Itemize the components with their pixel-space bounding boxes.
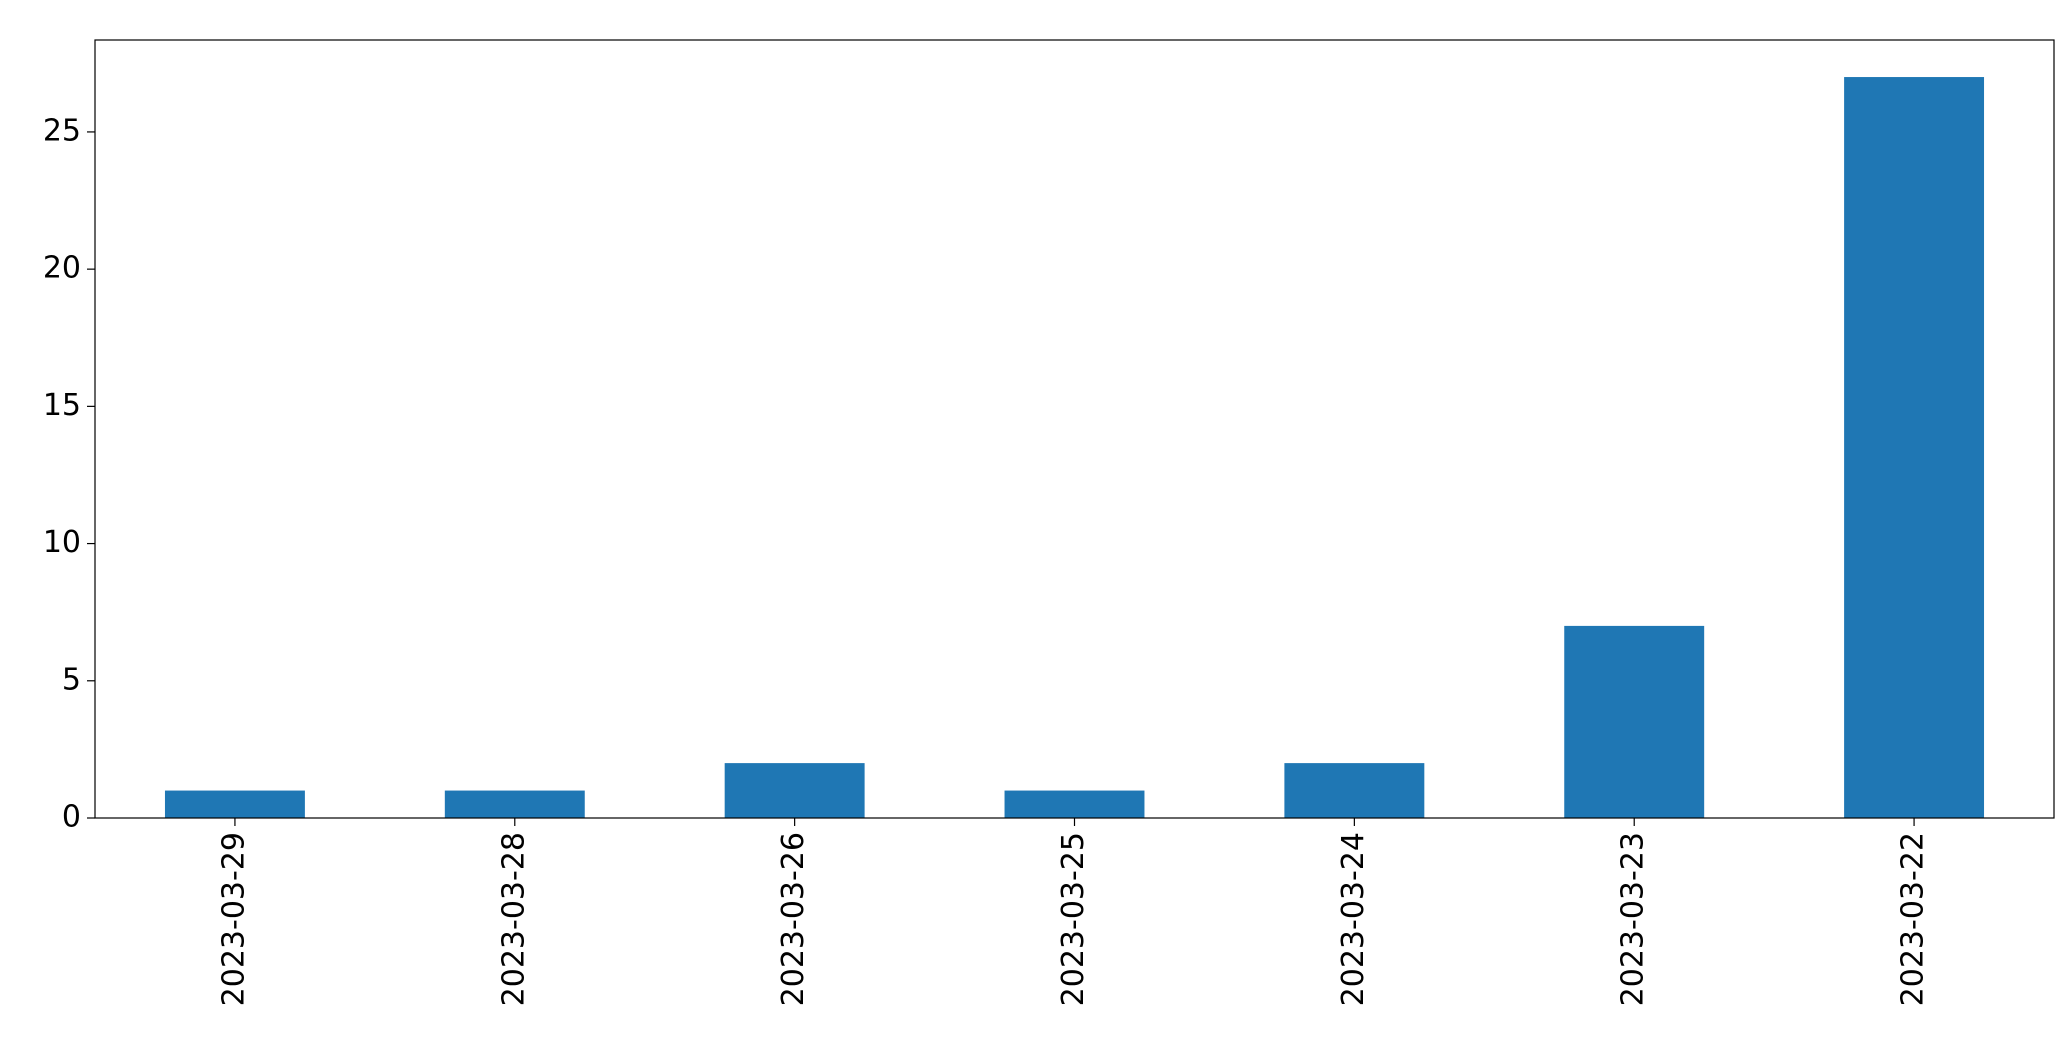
x-tick-label: 2023-03-25 [1056, 832, 1091, 1006]
bar [724, 763, 865, 818]
plot-frame [94, 39, 2055, 819]
bar [444, 790, 585, 818]
y-tick-label: 20 [43, 251, 81, 286]
y-tick-label: 0 [62, 800, 81, 835]
x-tick-label: 2023-03-29 [216, 832, 251, 1006]
y-tick-label: 25 [43, 113, 81, 148]
x-tick-label: 2023-03-28 [496, 832, 531, 1006]
bar [1564, 625, 1705, 818]
bar [1004, 790, 1145, 818]
y-tick-label: 15 [43, 388, 81, 423]
bar [1284, 763, 1425, 818]
x-tick-label: 2023-03-23 [1616, 832, 1651, 1006]
y-tick-label: 10 [43, 525, 81, 560]
y-tick-label: 5 [62, 662, 81, 697]
x-tick-label: 2023-03-22 [1896, 832, 1931, 1006]
x-tick-label: 2023-03-24 [1336, 832, 1371, 1006]
bar [1844, 77, 1985, 819]
bar [164, 790, 305, 818]
x-tick-label: 2023-03-26 [776, 832, 811, 1006]
